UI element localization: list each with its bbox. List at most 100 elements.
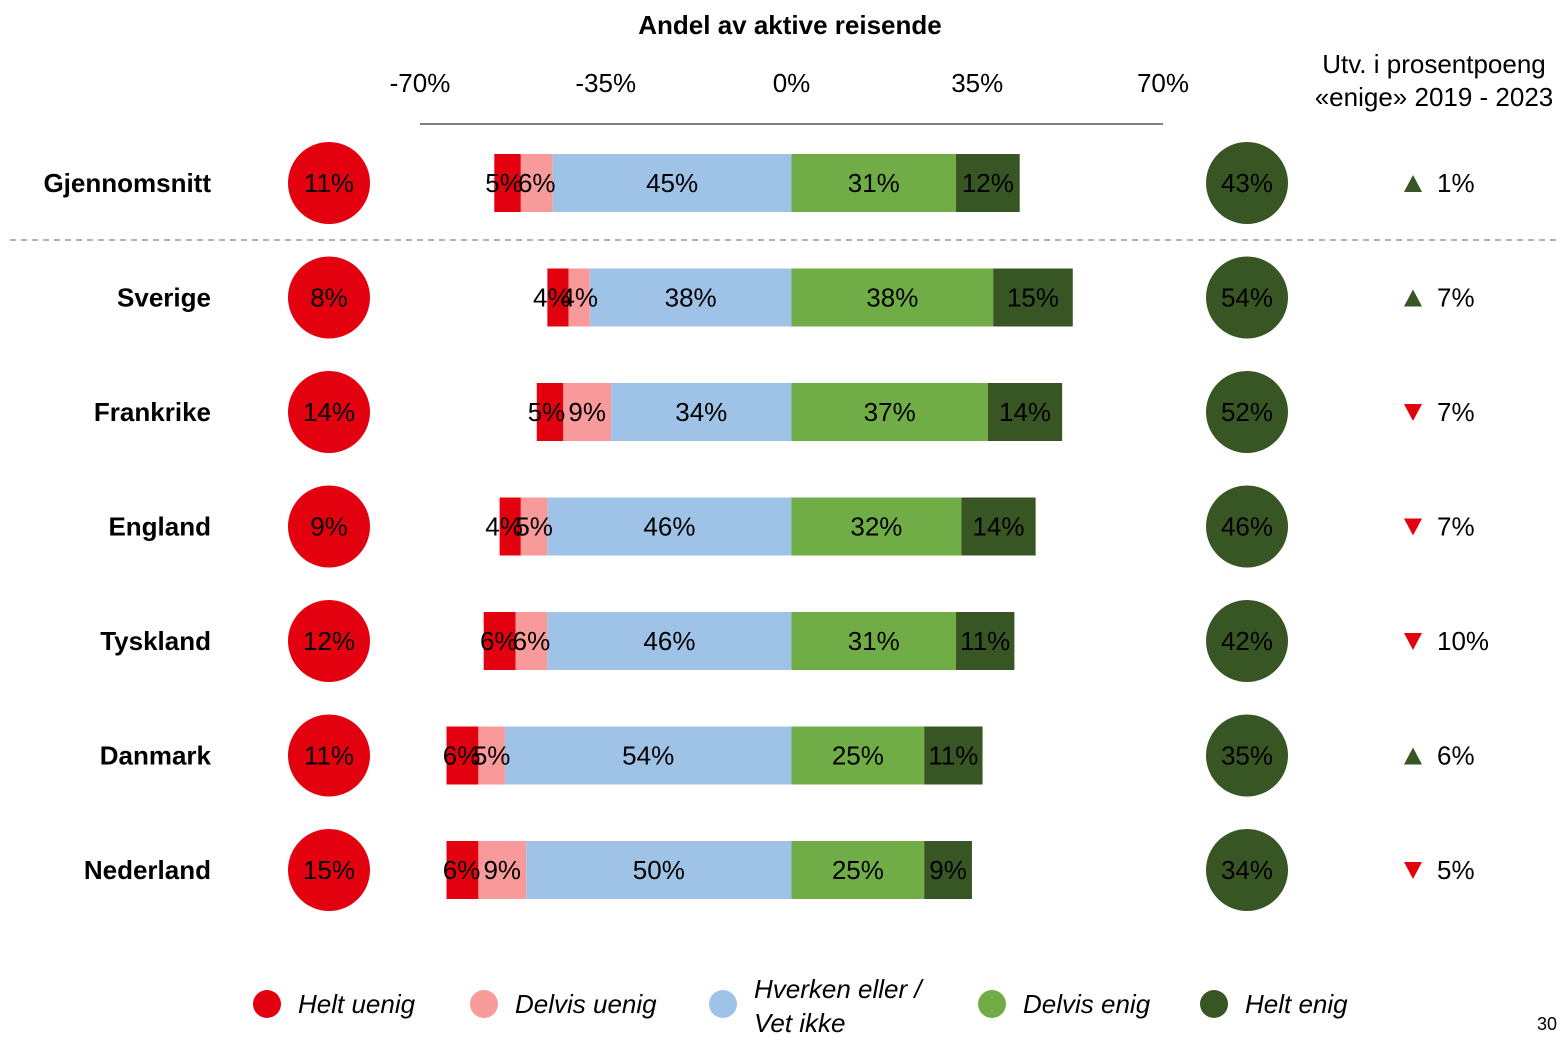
category-label: Sverige (117, 283, 211, 313)
bar-label: 9% (568, 397, 606, 427)
bar-segment (924, 841, 972, 899)
x-tick-label: 0% (773, 68, 811, 98)
bar-segment (536, 383, 564, 441)
agree-circle (1206, 256, 1288, 339)
disagree-label: 14% (303, 397, 355, 427)
bar-segment (520, 154, 553, 212)
agree-circle (1206, 829, 1288, 911)
bar-label: 12% (962, 168, 1014, 198)
bar-label: 14% (972, 512, 1024, 542)
bar-segment (791, 726, 925, 785)
legend-swatch (470, 990, 498, 1018)
disagree-circle (288, 485, 370, 568)
bar-label: 15% (1007, 283, 1059, 313)
change-header: Utv. i prosentpoeng (1322, 49, 1546, 79)
bar-label: 50% (633, 855, 685, 885)
disagree-label: 11% (304, 741, 354, 771)
disagree-circle (288, 256, 370, 339)
bar-label: 31% (848, 626, 900, 656)
bar-segment (504, 726, 792, 785)
legend-label: Helt enig (1245, 989, 1348, 1019)
disagree-label: 12% (303, 626, 355, 656)
bar-segment (993, 268, 1073, 327)
bar-segment (791, 154, 957, 212)
bar-label: 32% (850, 512, 902, 542)
bar-segment (987, 383, 1063, 441)
change-label: 7% (1437, 283, 1475, 313)
category-label: Tyskland (100, 626, 211, 656)
disagree-label: 15% (303, 855, 355, 885)
bar-label: 4% (560, 283, 598, 313)
disagree-label: 9% (310, 512, 348, 542)
legend-swatch (978, 990, 1006, 1018)
bar-label: 6% (443, 741, 481, 771)
bar-segment (478, 726, 505, 785)
category-label: Danmark (100, 741, 212, 771)
bar-segment (446, 726, 479, 785)
bar-label: 46% (643, 512, 695, 542)
bar-label: 9% (483, 855, 521, 885)
bar-label: 37% (864, 397, 916, 427)
agree-label: 52% (1221, 397, 1273, 427)
bar-segment (589, 268, 792, 327)
bar-segment (791, 497, 962, 556)
bar-label: 6% (513, 626, 551, 656)
x-tick-label: -35% (575, 68, 636, 98)
bar-label: 4% (485, 512, 523, 542)
category-label: Nederland (84, 855, 211, 885)
agree-label: 46% (1221, 512, 1273, 542)
change-label: 6% (1437, 741, 1475, 771)
bar-label: 34% (675, 397, 727, 427)
bar-label: 5% (485, 168, 523, 198)
bar-label: 6% (443, 855, 481, 885)
disagree-label: 11% (304, 168, 354, 198)
bar-label: 6% (518, 168, 556, 198)
change-header: «enige» 2019 - 2023 (1315, 82, 1554, 112)
legend-label: Delvis uenig (515, 989, 657, 1019)
bar-segment (956, 612, 1015, 670)
bar-segment (547, 497, 792, 556)
disagree-circle (288, 142, 370, 224)
bar-segment (478, 841, 527, 899)
bar-label: 4% (533, 283, 571, 313)
x-tick-label: 35% (951, 68, 1003, 98)
bar-segment (791, 841, 925, 899)
agree-circle (1206, 485, 1288, 568)
bar-label: 9% (929, 855, 967, 885)
bar-segment (924, 726, 983, 785)
bar-segment (563, 383, 612, 441)
legend-swatch (709, 990, 737, 1018)
bar-segment (547, 612, 792, 670)
bar-segment (446, 841, 479, 899)
change-arrow (1404, 747, 1422, 765)
disagree-circle (288, 829, 370, 911)
change-label: 5% (1437, 855, 1475, 885)
bar-label: 5% (515, 512, 553, 542)
category-label: Frankrike (94, 397, 211, 427)
x-tick-label: 70% (1137, 68, 1189, 98)
bar-segment (791, 383, 988, 441)
bar-segment (791, 268, 994, 327)
bar-segment (499, 497, 521, 556)
bar-label: 6% (480, 626, 518, 656)
legend-label: Helt uenig (298, 989, 416, 1019)
change-arrow (1404, 404, 1422, 421)
agree-label: 34% (1221, 855, 1273, 885)
x-tick-label: -70% (390, 68, 451, 98)
disagree-circle (288, 371, 370, 453)
bar-segment (961, 497, 1036, 556)
bar-segment (552, 154, 792, 212)
agree-circle (1206, 371, 1288, 453)
bar-segment (791, 612, 957, 670)
category-label: Gjennomsnitt (43, 168, 211, 198)
disagree-label: 8% (310, 283, 348, 313)
change-label: 7% (1437, 397, 1475, 427)
change-label: 10% (1437, 626, 1489, 656)
disagree-circle (288, 714, 370, 797)
category-label: England (108, 512, 211, 542)
bar-label: 5% (473, 741, 511, 771)
bar-segment (611, 383, 792, 441)
page-number: 30 (1537, 1014, 1557, 1034)
legend-label: Delvis enig (1023, 989, 1151, 1019)
